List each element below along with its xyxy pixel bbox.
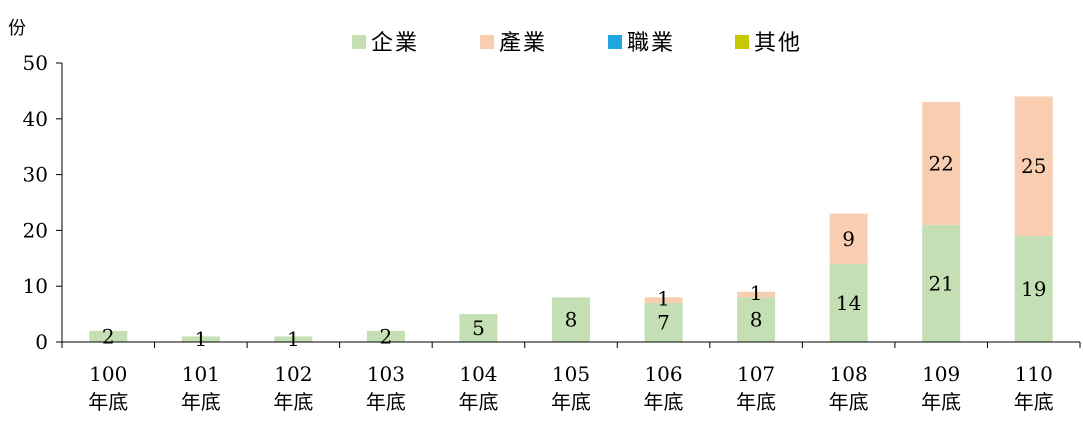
x-label-year-105: 105 [552,362,590,386]
x-label-year-106: 106 [644,362,682,386]
data-label-產業-106: 1 [657,286,670,310]
data-label-產業-107: 1 [750,281,763,305]
bar-企業-100 [89,330,128,342]
x-label-suffix-109: 年底 [921,390,961,414]
x-label-year-101: 101 [182,362,220,386]
bar-企業-109 [922,224,961,342]
x-label-year-104: 104 [459,362,497,386]
x-label-year-103: 103 [367,362,405,386]
x-label-suffix-105: 年底 [551,390,591,414]
bar-企業-105 [552,297,590,342]
data-label-企業-105: 8 [565,308,578,332]
bar-產業-110 [1014,96,1053,236]
bar-企業-108 [829,263,868,342]
x-label-suffix-106: 年底 [644,390,684,414]
data-label-產業-109: 22 [928,151,953,175]
bar-企業-106 [644,302,683,342]
x-label-year-108: 108 [830,362,868,386]
legend-label-職業: 職業 [627,31,675,56]
bar-企業-102 [274,336,313,342]
bar-企業-103 [366,330,405,342]
x-label-suffix-108: 年底 [829,390,869,414]
data-label-產業-110: 25 [1021,154,1046,178]
bar-企業-104 [459,314,498,342]
x-label-suffix-107: 年底 [736,390,776,414]
data-label-企業-108: 14 [836,291,861,315]
y-tick-label-30: 30 [23,163,48,187]
x-label-year-109: 109 [922,362,960,386]
x-label-year-100: 100 [89,362,127,386]
data-label-產業-108: 9 [842,227,855,251]
x-label-suffix-100: 年底 [88,390,128,414]
bar-產業-107 [737,291,776,298]
bar-企業-101 [181,336,220,342]
y-unit-label: 份 [8,18,26,39]
x-label-suffix-101: 年底 [181,390,221,414]
x-label-year-110: 110 [1015,362,1053,386]
data-label-企業-106: 7 [657,310,670,334]
x-label-suffix-104: 年底 [458,390,498,414]
x-label-suffix-110: 年底 [1014,390,1054,414]
legend-label-企業: 企業 [371,31,419,56]
y-tick-label-10: 10 [23,274,48,298]
bar-企業-110 [1014,235,1053,342]
data-label-企業-107: 8 [750,308,763,332]
data-label-企業-110: 19 [1021,277,1046,301]
bar-產業-106 [644,297,683,303]
y-tick-label-0: 0 [35,330,48,354]
x-label-suffix-103: 年底 [366,390,406,414]
data-label-企業-101: 1 [194,327,207,351]
legend-swatch-職業 [608,35,622,49]
x-label-year-102: 102 [274,362,312,386]
legend-swatch-企業 [352,35,366,49]
legend-label-產業: 產業 [499,31,547,56]
data-label-企業-103: 2 [380,324,393,348]
x-label-suffix-102: 年底 [273,390,313,414]
data-label-企業-102: 1 [287,327,300,351]
legend-swatch-產業 [480,35,494,49]
bar-企業-107 [737,297,776,342]
x-label-year-107: 107 [737,362,775,386]
bar-產業-108 [829,213,868,264]
legend-label-其他: 其他 [754,31,802,56]
y-tick-label-50: 50 [23,51,48,75]
y-tick-label-20: 20 [23,218,48,242]
y-tick-label-40: 40 [23,107,48,131]
data-label-企業-104: 5 [472,316,485,340]
data-label-企業-109: 21 [928,271,953,295]
legend-swatch-其他 [735,35,749,49]
data-label-企業-100: 2 [102,324,115,348]
bar-產業-109 [922,102,961,225]
